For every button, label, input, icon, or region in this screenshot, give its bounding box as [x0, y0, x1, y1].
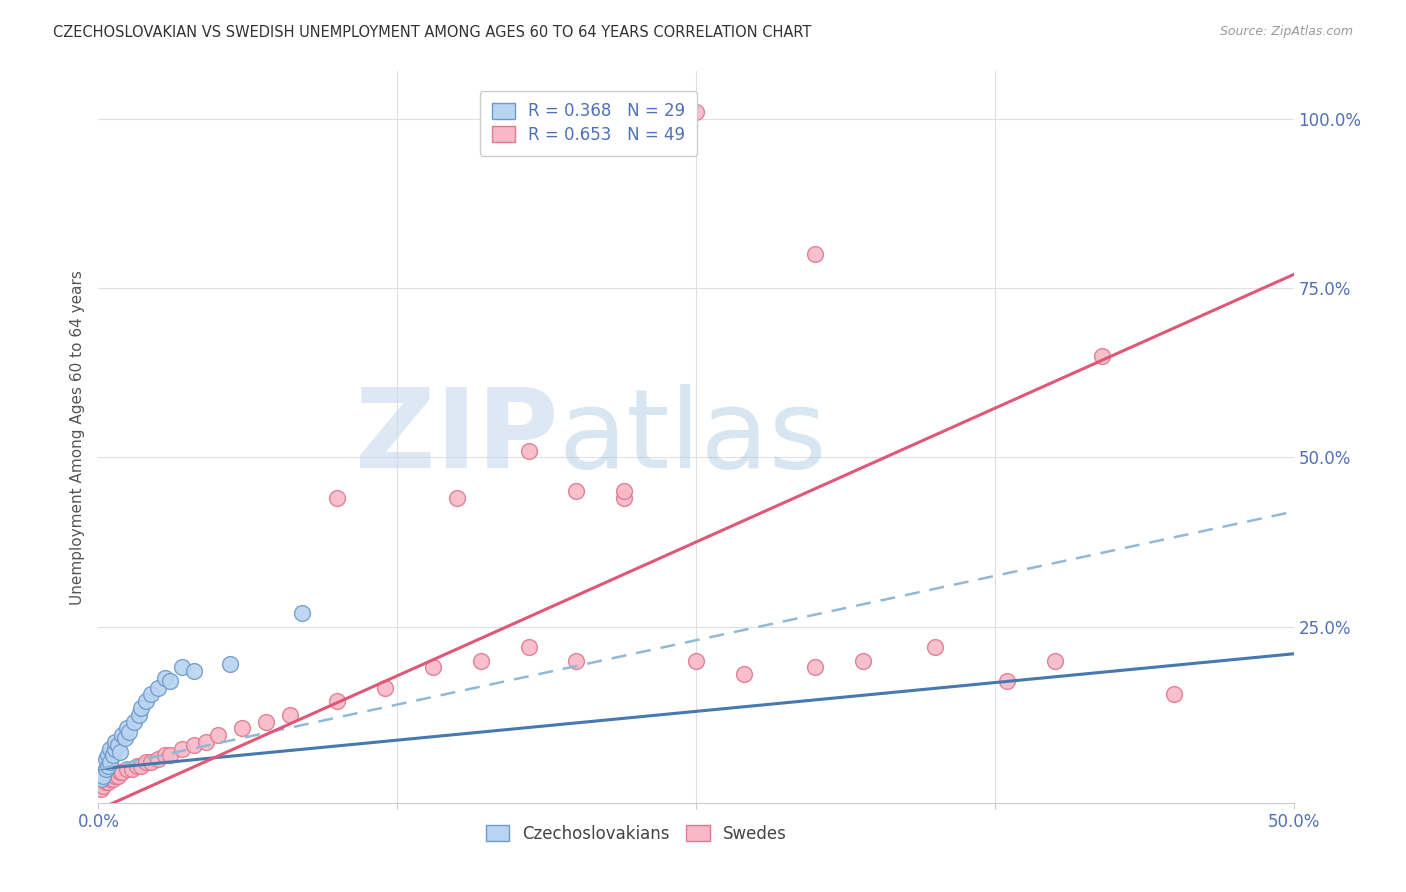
Point — [108, 745, 131, 759]
Point — [183, 664, 205, 678]
Point — [90, 782, 112, 797]
Point — [852, 654, 875, 668]
Point — [111, 728, 134, 742]
Point — [1163, 688, 1185, 702]
Point — [278, 707, 301, 722]
Point — [183, 738, 205, 752]
Point — [139, 755, 162, 769]
Legend: Czechoslovakians, Swedes: Czechoslovakians, Swedes — [479, 818, 793, 849]
Point — [91, 769, 114, 783]
Point — [107, 769, 129, 783]
Point — [91, 779, 114, 793]
Point — [685, 654, 707, 668]
Point — [104, 735, 127, 749]
Point — [470, 654, 492, 668]
Point — [135, 694, 157, 708]
Point — [111, 765, 134, 780]
Point — [98, 741, 122, 756]
Point — [207, 728, 229, 742]
Text: Source: ZipAtlas.com: Source: ZipAtlas.com — [1219, 25, 1353, 38]
Point — [685, 105, 707, 120]
Point — [121, 762, 143, 776]
Point — [155, 748, 177, 763]
Point — [131, 701, 153, 715]
Point — [326, 491, 349, 505]
Point — [446, 491, 468, 505]
Point — [139, 688, 162, 702]
Point — [97, 748, 120, 763]
Point — [159, 673, 181, 688]
Point — [924, 640, 946, 654]
Point — [108, 765, 131, 780]
Point — [613, 484, 636, 499]
Point — [155, 671, 177, 685]
Point — [159, 748, 181, 763]
Point — [135, 755, 157, 769]
Point — [195, 735, 218, 749]
Point — [422, 660, 444, 674]
Point — [94, 762, 117, 776]
Point — [219, 657, 242, 671]
Point — [1091, 349, 1114, 363]
Point — [125, 758, 148, 772]
Point — [98, 755, 122, 769]
Point — [517, 640, 540, 654]
Point — [97, 758, 120, 772]
Text: ZIP: ZIP — [356, 384, 558, 491]
Point — [131, 758, 153, 772]
Point — [115, 762, 138, 776]
Point — [326, 694, 349, 708]
Point — [517, 443, 540, 458]
Point — [118, 724, 141, 739]
Point — [804, 247, 827, 261]
Point — [101, 748, 124, 763]
Point — [115, 721, 138, 735]
Point — [94, 752, 117, 766]
Point — [124, 714, 146, 729]
Point — [98, 772, 122, 786]
Point — [291, 606, 314, 620]
Text: CZECHOSLOVAKIAN VS SWEDISH UNEMPLOYMENT AMONG AGES 60 TO 64 YEARS CORRELATION CH: CZECHOSLOVAKIAN VS SWEDISH UNEMPLOYMENT … — [53, 25, 811, 40]
Point — [995, 673, 1018, 688]
Point — [148, 752, 170, 766]
Point — [128, 707, 150, 722]
Point — [804, 660, 827, 674]
Point — [101, 772, 124, 786]
Point — [172, 660, 194, 674]
Point — [254, 714, 277, 729]
Point — [172, 741, 194, 756]
Point — [613, 491, 636, 505]
Point — [733, 667, 755, 681]
Point — [114, 731, 136, 746]
Point — [97, 775, 120, 789]
Point — [94, 775, 117, 789]
Y-axis label: Unemployment Among Ages 60 to 64 years: Unemployment Among Ages 60 to 64 years — [69, 269, 84, 605]
Point — [104, 769, 127, 783]
Point — [90, 772, 112, 786]
Text: atlas: atlas — [558, 384, 827, 491]
Point — [148, 681, 170, 695]
Point — [231, 721, 253, 735]
Point — [565, 484, 588, 499]
Point — [107, 738, 129, 752]
Point — [1043, 654, 1066, 668]
Point — [565, 654, 588, 668]
Point — [374, 681, 396, 695]
Point — [104, 741, 127, 756]
